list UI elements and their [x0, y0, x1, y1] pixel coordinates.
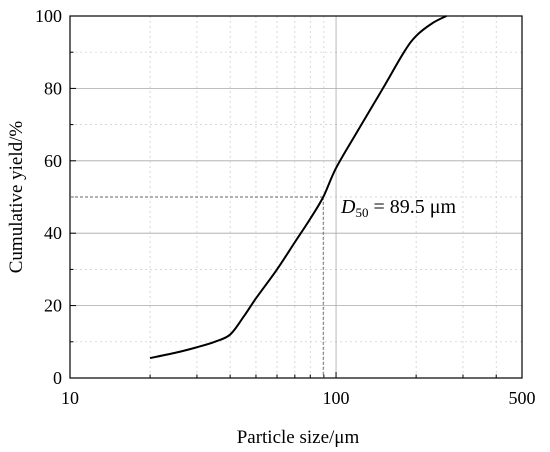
- y-tick-label: 80: [44, 78, 62, 98]
- x-tick-label: 100: [323, 388, 350, 408]
- x-axis-label: Particle size/μm: [237, 427, 360, 448]
- y-tick-label: 60: [44, 151, 62, 171]
- series-group: [149, 15, 447, 360]
- y-axis-label: Cumulative yield/%: [6, 121, 27, 274]
- d50-reference-lines: [70, 196, 324, 378]
- x-tick-label: 500: [509, 388, 536, 408]
- tick-marks: [69, 15, 523, 379]
- d50-annotation: D50 = 89.5 μm: [340, 196, 456, 220]
- y-tick-labels: 0 20 40 60 80 100: [35, 6, 62, 388]
- y-tick-label: 0: [53, 368, 62, 388]
- x-tick-labels: 10 100 500: [61, 388, 536, 408]
- y-tick-label: 40: [44, 223, 62, 243]
- y-tick-label: 100: [35, 6, 62, 26]
- d50-symbol: D: [340, 196, 356, 218]
- x-tick-label: 10: [61, 388, 79, 408]
- d50-subscript: 50: [355, 205, 368, 220]
- d50-value: = 89.5 μm: [368, 196, 456, 218]
- y-tick-label: 20: [44, 296, 62, 316]
- cumulative-yield-line: [149, 15, 447, 360]
